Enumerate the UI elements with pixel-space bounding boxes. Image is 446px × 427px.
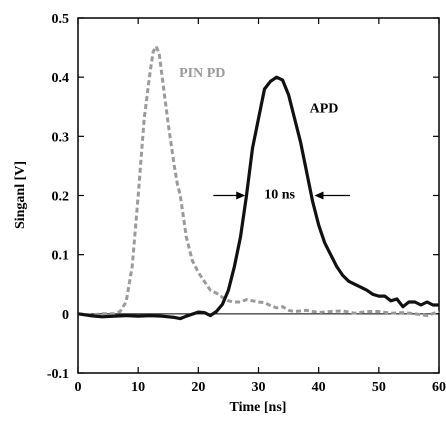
width-arrow-right-head [314, 191, 324, 200]
x-tick-label: 40 [312, 380, 326, 395]
apd-series-line [77, 75, 439, 321]
y-tick-label: 0 [62, 308, 69, 323]
y-tick-label: 0.4 [52, 71, 70, 86]
x-axis-title: Time [ns] [230, 400, 287, 415]
pulse-width-label: 10 ns [264, 187, 295, 202]
y-axis-title: Singanl [V] [13, 161, 28, 229]
series-layer [77, 44, 440, 321]
axis-tick-labels: 0 10 20 30 40 50 60 -0.1 0 0.1 0.2 0.3 0.4 0.5 [47, 12, 446, 395]
x-tick-label: 50 [372, 380, 386, 395]
y-tick-label: 0.5 [52, 12, 70, 27]
x-tick-label: 60 [432, 380, 446, 395]
y-tick-label: -0.1 [47, 367, 69, 382]
pin-pd-label: PIN PD [179, 66, 225, 81]
x-tick-label: 10 [131, 380, 145, 395]
x-tick-label: 30 [252, 380, 266, 395]
axis-ticks [77, 17, 440, 374]
x-tick-label: 0 [75, 380, 82, 395]
pin-pd-series-line [77, 44, 440, 318]
y-tick-label: 0.1 [52, 249, 70, 264]
y-tick-label: 0.2 [52, 190, 70, 205]
plot-frame [77, 17, 440, 374]
width-arrow-left-head [236, 191, 246, 200]
y-tick-label: 0.3 [52, 130, 70, 145]
x-tick-label: 20 [191, 380, 205, 395]
apd-label: APD [310, 102, 339, 117]
